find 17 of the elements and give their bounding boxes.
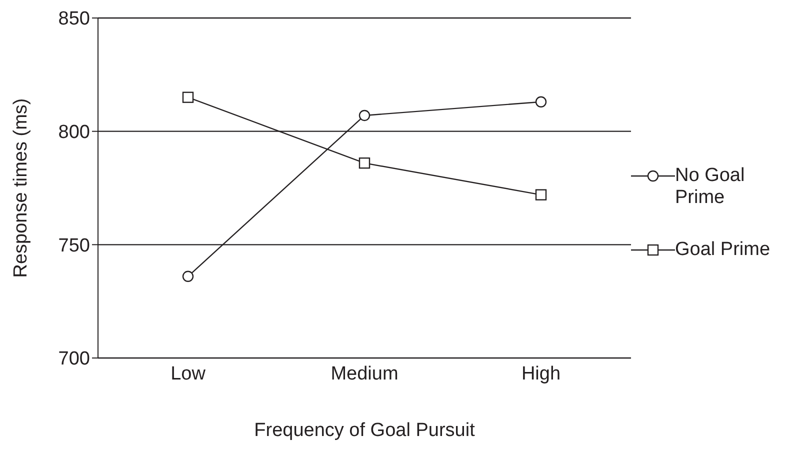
point	[182, 92, 194, 103]
y-tick-label: 800	[58, 122, 90, 144]
y-tick-label: 750	[58, 235, 90, 256]
point	[358, 157, 370, 169]
point	[535, 96, 547, 108]
legend-label: No Goal Prime	[675, 165, 746, 209]
y-tick-label: 850	[58, 8, 90, 30]
x-tick-label: High	[521, 363, 561, 384]
point	[358, 110, 370, 122]
y-axis-title: Response times (ms)	[10, 98, 32, 278]
point	[535, 189, 547, 200]
x-axis-title: Frequency of Goal Pursuit	[254, 420, 476, 441]
point	[182, 270, 194, 282]
x-tick-label: Low	[170, 363, 206, 384]
x-tick-label: Medium	[330, 363, 398, 384]
legend-label: Goal Prime	[675, 239, 772, 261]
y-tick-label: 700	[58, 348, 90, 370]
